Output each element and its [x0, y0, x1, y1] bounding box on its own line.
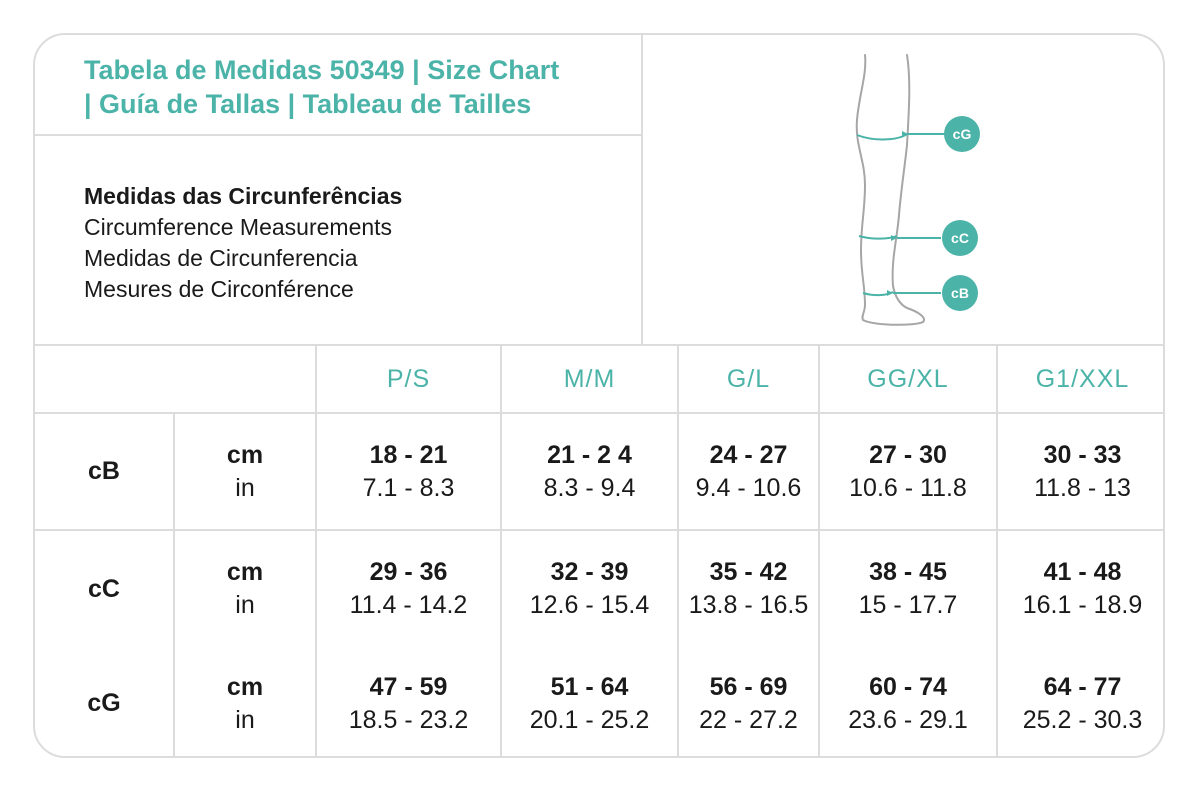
cm-value: 32 - 39 — [550, 558, 629, 586]
unit-cell: cm in — [175, 647, 315, 756]
cm-value: 47 - 59 — [369, 672, 448, 701]
cm-value: 51 - 64 — [550, 672, 629, 701]
unit-cell: cm in — [175, 414, 315, 529]
in-value: 11.8 - 13 — [1034, 473, 1131, 502]
cm-value: 41 - 48 — [1043, 558, 1122, 586]
cg-marker-icon — [944, 116, 980, 152]
divider — [35, 134, 642, 136]
table-cell: 21 - 2 4 8.3 - 9.4 — [502, 414, 677, 529]
in-value: 20.1 - 25.2 — [529, 705, 650, 734]
in-value: 25.2 - 30.3 — [1022, 705, 1143, 734]
in-value: 8.3 - 9.4 — [543, 473, 636, 502]
unit-cm: cm — [226, 440, 264, 469]
divider — [677, 344, 679, 756]
table-cell: 60 - 74 23.6 - 29.1 — [820, 647, 996, 756]
cm-value: 18 - 21 — [369, 440, 448, 469]
cm-value: 29 - 36 — [369, 558, 448, 586]
cm-value: 38 - 45 — [869, 558, 947, 586]
in-value: 12.6 - 15.4 — [529, 591, 650, 619]
size-header: G1/XXL — [1035, 364, 1130, 393]
unit-in: in — [235, 705, 255, 734]
unit-cm: cm — [226, 672, 264, 701]
divider — [818, 344, 820, 756]
unit-cell: cm in — [175, 531, 315, 647]
diagram-label-cg: cG — [953, 126, 972, 142]
cm-value: 56 - 69 — [709, 672, 788, 701]
page-title: Tabela de Medidas 50349 | Size Chart | G… — [84, 53, 644, 121]
in-value: 11.4 - 14.2 — [349, 591, 468, 619]
cm-value: 27 - 30 — [869, 440, 947, 469]
diagram-label-cb: cB — [951, 285, 969, 301]
in-value: 23.6 - 29.1 — [848, 705, 968, 734]
row-label-cc: cC — [88, 574, 120, 603]
in-value: 9.4 - 10.6 — [695, 473, 802, 502]
table-cell: 47 - 59 18.5 - 23.2 — [317, 647, 500, 756]
size-table: P/S M/M G/L GG/XL G1/XXL cB cm in 18 - 2… — [35, 344, 1163, 756]
table-cell: 51 - 64 20.1 - 25.2 — [502, 647, 677, 756]
table-cell: 41 - 48 16.1 - 18.9 — [998, 531, 1163, 647]
size-header: G/L — [726, 364, 771, 393]
unit-cm: cm — [226, 558, 264, 586]
divider — [641, 35, 643, 344]
size-chart-card: Tabela de Medidas 50349 | Size Chart | G… — [33, 33, 1165, 758]
cm-value: 64 - 77 — [1043, 672, 1122, 701]
divider — [35, 344, 1163, 346]
cm-value: 35 - 42 — [709, 558, 788, 586]
size-header: P/S — [386, 364, 431, 393]
table-cell: 56 - 69 22 - 27.2 — [679, 647, 818, 756]
divider — [173, 412, 175, 756]
measurements-heading: Medidas das Circunferências Circumferenc… — [84, 181, 402, 305]
table-cell: 29 - 36 11.4 - 14.2 — [317, 531, 500, 647]
row-label-cg: cG — [87, 689, 121, 717]
in-value: 18.5 - 23.2 — [348, 705, 469, 734]
table-cell: 30 - 33 11.8 - 13 — [998, 414, 1163, 529]
unit-in: in — [235, 473, 255, 502]
cb-marker-icon — [942, 275, 978, 311]
measurements-en: Circumference Measurements — [84, 214, 393, 240]
in-value: 16.1 - 18.9 — [1022, 591, 1143, 619]
leg-diagram-icon: cG cC cB — [855, 54, 980, 326]
size-header: GG/XL — [867, 364, 949, 393]
table-cell: 64 - 77 25.2 - 30.3 — [998, 647, 1163, 756]
cm-value: 60 - 74 — [869, 672, 947, 701]
divider — [996, 344, 998, 756]
divider — [315, 344, 317, 756]
size-header: M/M — [563, 364, 616, 393]
table-cell: 24 - 27 9.4 - 10.6 — [679, 414, 818, 529]
in-value: 10.6 - 11.8 — [849, 473, 967, 502]
cm-value: 21 - 2 4 — [547, 440, 632, 469]
table-cell: 35 - 42 13.8 - 16.5 — [679, 531, 818, 647]
measurements-pt: Medidas das Circunferências — [84, 183, 403, 209]
in-value: 22 - 27.2 — [699, 705, 798, 734]
table-cell: 27 - 30 10.6 - 11.8 — [820, 414, 996, 529]
divider — [500, 344, 502, 756]
cm-value: 24 - 27 — [709, 440, 788, 469]
cm-value: 30 - 33 — [1043, 440, 1122, 469]
measurements-fr: Mesures de Circonférence — [84, 276, 354, 302]
title-line-2: | Guía de Tallas | Tableau de Tailles — [84, 89, 532, 119]
cc-marker-icon — [942, 220, 978, 256]
divider — [35, 412, 1163, 414]
table-cell: 38 - 45 15 - 17.7 — [820, 531, 996, 647]
diagram-label-cc: cC — [951, 230, 969, 246]
table-cell: 18 - 21 7.1 - 8.3 — [317, 414, 500, 529]
divider — [35, 529, 1163, 531]
row-label-cb: cB — [88, 457, 120, 485]
table-cell: 32 - 39 12.6 - 15.4 — [502, 531, 677, 647]
measurements-es: Medidas de Circunferencia — [84, 245, 358, 271]
in-value: 7.1 - 8.3 — [362, 473, 455, 502]
in-value: 13.8 - 16.5 — [688, 591, 809, 619]
in-value: 15 - 17.7 — [858, 591, 958, 619]
unit-in: in — [235, 591, 255, 619]
title-line-1: Tabela de Medidas 50349 | Size Chart — [84, 55, 560, 85]
